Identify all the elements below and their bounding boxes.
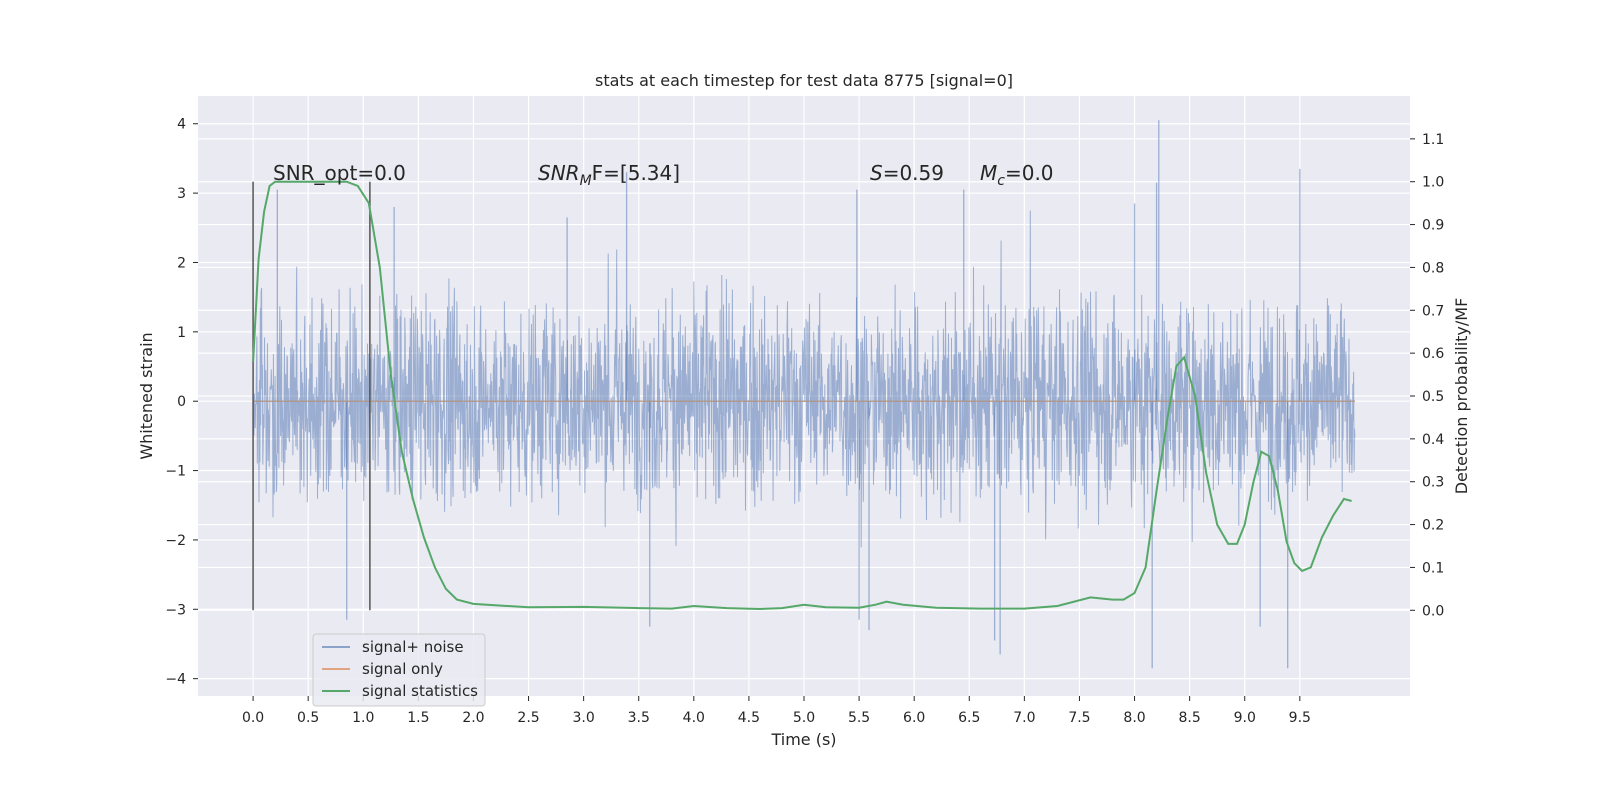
y-axis-label: Whitened strain [137, 332, 156, 459]
x-tick-label: 2.5 [517, 710, 539, 726]
snr-mf-base: SNR [538, 161, 580, 185]
x-tick-label: 7.5 [1068, 710, 1090, 726]
x-tick-label: 1.0 [352, 710, 374, 726]
noise-trace [252, 210, 1356, 548]
x-tick-label: 9.5 [1289, 710, 1311, 726]
x-tick-label: 6.0 [903, 710, 925, 726]
y2-tick-label: 0.4 [1422, 432, 1444, 448]
signal-noise-series [252, 120, 1356, 669]
mc-base: M [980, 161, 997, 185]
y-tick-label: 0 [177, 394, 186, 410]
y2-tick-label: 0.1 [1422, 560, 1444, 576]
x-tick-label: 5.5 [848, 710, 870, 726]
x-tick-label: 4.0 [683, 710, 705, 726]
y2-tick-label: 1.0 [1422, 175, 1444, 191]
annotation-mc: Mc=0.0 [980, 161, 1054, 189]
y2-tick-label: 0.6 [1422, 346, 1444, 362]
legend-label-noise: signal+ noise [362, 638, 464, 656]
y2-axis-label: Detection probability/MF [1452, 298, 1471, 495]
mc-value: =0.0 [1005, 161, 1054, 185]
x-tick-label: 1.5 [407, 710, 429, 726]
y-tick-label: 4 [177, 117, 186, 133]
x-tick-label: 2.0 [462, 710, 484, 726]
y2-tick-label: 0.3 [1422, 475, 1444, 491]
y-tick-label: 2 [177, 255, 186, 271]
y2-tick-label: 0.7 [1422, 303, 1444, 319]
y-tick-label: −4 [165, 672, 186, 688]
interval-markers [252, 181, 371, 611]
s-value: =0.59 [883, 161, 944, 185]
annotation-snr-mf: SNRMF=[5.34] [538, 161, 680, 189]
x-tick-label: 8.0 [1123, 710, 1145, 726]
legend: signal+ noise signal only signal statist… [312, 633, 486, 707]
y2-tick-label: 0.0 [1422, 603, 1444, 619]
mc-sub: c [997, 173, 1005, 189]
x-tick-label: 0.0 [242, 710, 264, 726]
y2-tick-label: 0.2 [1422, 518, 1444, 534]
y-tick-label: 3 [177, 186, 186, 202]
y-tick-label: 1 [177, 325, 186, 341]
x-axis: 0.0 0.5 1.0 1.5 2.0 2.5 3.0 3.5 4.0 4.5 5.0 5.5 6.0 6… [242, 696, 1311, 726]
y-tick-label: −2 [165, 533, 186, 549]
x-tick-label: 7.0 [1013, 710, 1035, 726]
snr-mf-sub: M [580, 173, 592, 189]
x-axis-label: Time (s) [770, 730, 836, 749]
annotations: SNR_opt=0.0 SNRMF=[5.34] S=0.59 Mc=0.0 [273, 161, 1054, 189]
signal-statistics-series [252, 180, 1352, 611]
statistics-line [252, 180, 1352, 611]
y2-tick-label: 1.1 [1422, 132, 1444, 148]
annotation-snr-opt: SNR_opt=0.0 [273, 161, 406, 185]
legend-label-statistics: signal statistics [362, 682, 478, 700]
x-tick-label: 9.0 [1234, 710, 1256, 726]
x-tick-label: 3.5 [628, 710, 650, 726]
x-tick-label: 6.5 [958, 710, 980, 726]
y2-tick-label: 0.5 [1422, 389, 1444, 405]
x-tick-label: 5.0 [793, 710, 815, 726]
x-tick-label: 4.5 [738, 710, 760, 726]
x-tick-label: 0.5 [297, 710, 319, 726]
s-label: S [870, 161, 883, 185]
y-axis-right: 0.0 0.1 0.2 0.3 0.4 0.5 0.6 0.7 0.8 0.9 1.0 1.1 [1410, 132, 1444, 619]
y-axis-left: −4 −3 −2 −1 0 1 2 3 4 [165, 117, 198, 688]
y-tick-label: −1 [165, 464, 186, 480]
x-tick-label: 3.0 [573, 710, 595, 726]
y-tick-label: −3 [165, 602, 186, 618]
annotation-s: S=0.59 [870, 161, 944, 185]
chart-title: stats at each timestep for test data 877… [595, 71, 1013, 90]
y2-tick-label: 0.8 [1422, 260, 1444, 276]
snr-mf-rest: F=[5.34] [592, 161, 680, 185]
legend-box [312, 633, 486, 707]
x-tick-label: 8.5 [1179, 710, 1201, 726]
y2-tick-label: 0.9 [1422, 218, 1444, 234]
legend-label-signal: signal only [362, 660, 443, 678]
